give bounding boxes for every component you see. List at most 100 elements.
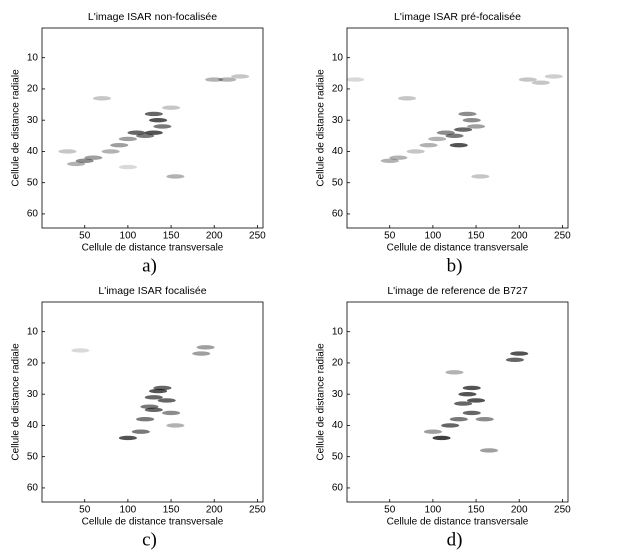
y-axis-label: Cellule de distance radiale bbox=[316, 69, 327, 187]
y-tick-label: 20 bbox=[332, 358, 344, 369]
x-tick-label: 50 bbox=[384, 231, 396, 242]
y-tick-label: 40 bbox=[332, 420, 344, 431]
y-tick-label: 40 bbox=[27, 146, 39, 157]
axes-frame bbox=[346, 27, 569, 229]
scatterer bbox=[162, 410, 181, 416]
x-tick-label: 50 bbox=[384, 505, 396, 516]
x-axis-label: Cellule de distance transversale bbox=[82, 243, 224, 254]
panel-label: b) bbox=[447, 255, 463, 276]
x-tick-label: 150 bbox=[163, 505, 180, 516]
y-tick-label: 30 bbox=[332, 389, 344, 400]
scatterer bbox=[531, 80, 550, 85]
y-tick-label: 10 bbox=[332, 52, 344, 63]
scatterer bbox=[144, 130, 163, 135]
x-axis-label: Cellule de distance transversale bbox=[387, 517, 529, 528]
scatterer bbox=[118, 164, 137, 170]
scatterer bbox=[432, 435, 451, 441]
scatterer bbox=[231, 74, 250, 79]
y-axis-label: Cellule de distance radiale bbox=[11, 343, 22, 461]
panel-label: d) bbox=[447, 529, 463, 550]
scatterer bbox=[449, 142, 468, 148]
scatterer bbox=[136, 133, 155, 139]
scatterer bbox=[428, 136, 447, 142]
x-tick-label: 250 bbox=[249, 231, 266, 242]
x-tick-label: 250 bbox=[554, 505, 571, 516]
scatterer bbox=[75, 158, 94, 164]
y-tick-label: 50 bbox=[332, 451, 344, 462]
x-tick-label: 100 bbox=[120, 231, 137, 242]
y-tick-label: 50 bbox=[27, 451, 39, 462]
y-tick-label: 20 bbox=[27, 358, 39, 369]
scatterer bbox=[480, 448, 499, 453]
scatterer bbox=[454, 127, 473, 132]
chart-title: L'image ISAR non-focalisée bbox=[88, 11, 217, 23]
panel-label: a) bbox=[142, 255, 157, 276]
scatterer bbox=[423, 429, 442, 434]
y-tick-label: 50 bbox=[332, 177, 344, 188]
scatterer bbox=[110, 142, 129, 148]
scatterer bbox=[445, 370, 464, 375]
plot-area bbox=[42, 28, 263, 228]
scatterer bbox=[153, 124, 172, 129]
scatterer bbox=[166, 423, 185, 428]
scatterer bbox=[467, 398, 486, 403]
plot-area bbox=[42, 302, 263, 502]
x-tick-label: 50 bbox=[79, 231, 91, 242]
x-tick-label: 250 bbox=[554, 231, 571, 242]
scatterer bbox=[380, 158, 399, 164]
scatterer bbox=[462, 410, 481, 416]
x-tick-label: 100 bbox=[425, 231, 442, 242]
scatterer bbox=[397, 96, 416, 101]
y-tick-label: 30 bbox=[332, 115, 344, 126]
chart-title: L'image de reference de B727 bbox=[387, 285, 528, 297]
x-tick-label: 200 bbox=[511, 231, 528, 242]
scatterer bbox=[153, 385, 172, 391]
y-tick-label: 20 bbox=[27, 84, 39, 95]
scatterer bbox=[445, 133, 464, 139]
y-tick-label: 30 bbox=[27, 389, 39, 400]
x-tick-label: 150 bbox=[468, 231, 485, 242]
scatterer bbox=[454, 401, 473, 406]
scatterer bbox=[462, 117, 481, 123]
scatterer bbox=[462, 385, 481, 391]
scatterer bbox=[510, 351, 529, 356]
scatterer bbox=[441, 423, 460, 428]
scatterer bbox=[84, 155, 103, 160]
panel-label: c) bbox=[142, 529, 157, 550]
scatterer bbox=[157, 398, 176, 403]
scatterer bbox=[131, 429, 150, 434]
x-tick-label: 100 bbox=[120, 505, 137, 516]
scatterer bbox=[127, 130, 146, 135]
scatterer bbox=[505, 357, 524, 363]
scatterer bbox=[144, 395, 163, 400]
scatterer bbox=[67, 161, 86, 167]
x-tick-label: 200 bbox=[206, 505, 223, 516]
y-tick-label: 50 bbox=[27, 177, 39, 188]
scatterer bbox=[144, 111, 163, 117]
scatterer bbox=[475, 416, 494, 422]
axes-frame bbox=[41, 27, 264, 229]
scatterer bbox=[71, 348, 90, 353]
x-tick-label: 200 bbox=[206, 231, 223, 242]
y-tick-label: 20 bbox=[332, 84, 344, 95]
chart-title: L'image ISAR focalisée bbox=[98, 285, 206, 297]
image-layer bbox=[71, 345, 215, 441]
scatterer bbox=[196, 345, 215, 350]
scatterer bbox=[544, 74, 563, 79]
y-tick-label: 40 bbox=[332, 146, 344, 157]
scatterer bbox=[136, 416, 155, 422]
x-axis-label: Cellule de distance transversale bbox=[387, 243, 529, 254]
x-tick-label: 100 bbox=[425, 505, 442, 516]
x-tick-label: 150 bbox=[468, 505, 485, 516]
scatterer bbox=[101, 149, 120, 154]
y-tick-label: 40 bbox=[27, 420, 39, 431]
chart-title: L'image ISAR pré-focalisée bbox=[394, 11, 521, 23]
scatterer bbox=[389, 155, 408, 160]
image-layer bbox=[347, 74, 563, 179]
x-tick-label: 250 bbox=[249, 505, 266, 516]
scatterer bbox=[162, 105, 181, 110]
image-layer bbox=[423, 351, 529, 453]
scatterer bbox=[140, 404, 159, 409]
x-tick-label: 50 bbox=[79, 505, 91, 516]
scatterer bbox=[92, 96, 111, 101]
